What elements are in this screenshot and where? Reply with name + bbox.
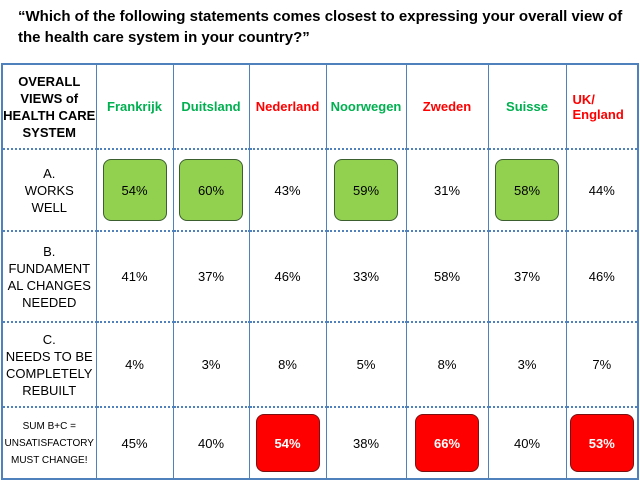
header-row: OVERALL VIEWS of HEALTH CARE SYSTEM Frank… — [1, 64, 639, 149]
table-cell: 31% — [405, 148, 489, 231]
table-cell: 4% — [95, 321, 174, 407]
row-label: SUM B+C = UNSATISFACTORY MUST CHANGE! — [1, 406, 97, 479]
table-row: B. FUNDAMENT AL CHANGES NEEDED 41% 37% 46% 3… — [1, 230, 639, 322]
highlight-box: 59% — [334, 159, 398, 221]
table-cell: 60% — [172, 148, 250, 231]
table-cell: 3% — [172, 321, 250, 407]
table-row: A. WORKS WELL 54% 60% 43% 59% 31% 58% 44% — [1, 148, 639, 231]
row-label: C. NEEDS TO BE COMPLETELY REBUILT — [1, 321, 97, 407]
table-cell: 33% — [325, 230, 407, 322]
table-cell: 40% — [487, 406, 567, 479]
corner-header: OVERALL VIEWS of HEALTH CARE SYSTEM — [1, 64, 97, 149]
slide-title: “Which of the following statements comes… — [18, 8, 623, 46]
highlight-box: 54% — [102, 159, 167, 221]
highlight-box: 58% — [495, 159, 559, 221]
table-cell: 45% — [95, 406, 174, 479]
table-cell: 41% — [95, 230, 174, 322]
table-cell: 3% — [487, 321, 567, 407]
highlight-box: 60% — [179, 159, 243, 221]
table-cell: 54% — [95, 148, 174, 231]
table-cell: 46% — [565, 230, 639, 322]
column-header: Suisse — [487, 64, 567, 149]
table-row: SUM B+C = UNSATISFACTORY MUST CHANGE! 45%… — [1, 406, 639, 479]
row-label: A. WORKS WELL — [1, 148, 97, 231]
table-cell: 53% — [565, 406, 639, 479]
table-cell: 5% — [325, 321, 407, 407]
table-cell: 43% — [248, 148, 327, 231]
table-cell: 58% — [487, 148, 567, 231]
table-cell: 7% — [565, 321, 639, 407]
column-header: Zweden — [405, 64, 489, 149]
table-cell: 8% — [405, 321, 489, 407]
table-cell: 66% — [405, 406, 489, 479]
table-cell: 40% — [172, 406, 250, 479]
table-cell: 38% — [325, 406, 407, 479]
column-header: Frankrijk — [95, 64, 174, 149]
column-header: Noorwegen — [325, 64, 407, 149]
column-header: UK/ England — [565, 64, 639, 149]
column-header: Duitsland — [172, 64, 250, 149]
table-cell: 37% — [172, 230, 250, 322]
table-cell: 8% — [248, 321, 327, 407]
table-cell: 44% — [565, 148, 639, 231]
survey-table: OVERALL VIEWS of HEALTH CARE SYSTEM Frank… — [1, 63, 639, 480]
highlight-box: 66% — [415, 414, 479, 472]
table-cell: 58% — [405, 230, 489, 322]
table-cell: 46% — [248, 230, 327, 322]
column-header: Nederland — [248, 64, 327, 149]
table-row: C. NEEDS TO BE COMPLETELY REBUILT 4% 3% 8% 5… — [1, 321, 639, 407]
table-cell: 37% — [487, 230, 567, 322]
highlight-box: 54% — [255, 414, 320, 472]
highlight-box: 53% — [569, 414, 634, 472]
table-cell: 54% — [248, 406, 327, 479]
table-cell: 59% — [325, 148, 407, 231]
row-label: B. FUNDAMENT AL CHANGES NEEDED — [1, 230, 97, 322]
